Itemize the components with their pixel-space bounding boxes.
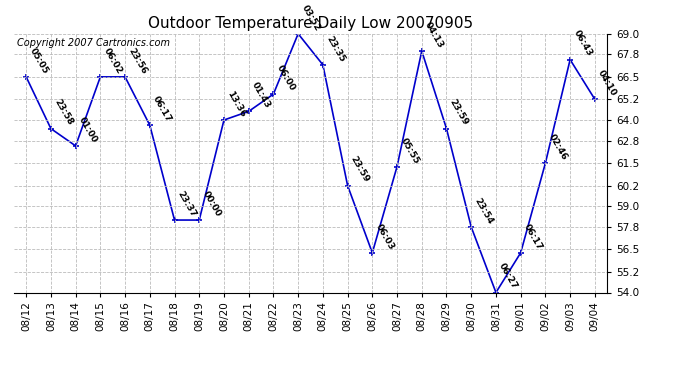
Text: 02:46: 02:46 (546, 132, 569, 162)
Text: 06:02: 06:02 (101, 46, 124, 75)
Text: 06:27: 06:27 (497, 262, 520, 291)
Text: 23:37: 23:37 (176, 189, 198, 219)
Text: 06:17: 06:17 (151, 94, 173, 124)
Text: 06:00: 06:00 (275, 64, 297, 93)
Text: 05:05: 05:05 (28, 46, 50, 75)
Text: 23:59: 23:59 (448, 98, 470, 127)
Text: 23:56: 23:56 (126, 46, 148, 75)
Text: 05:55: 05:55 (398, 136, 420, 165)
Text: 04:13: 04:13 (423, 20, 445, 50)
Text: 03:52: 03:52 (299, 3, 322, 32)
Text: 06:03: 06:03 (374, 222, 395, 251)
Text: 23:35: 23:35 (324, 34, 346, 63)
Text: 13:36: 13:36 (226, 89, 248, 118)
Text: 23:54: 23:54 (473, 196, 495, 225)
Text: 06:17: 06:17 (522, 222, 544, 251)
Text: 23:59: 23:59 (349, 155, 371, 184)
Text: 04:10: 04:10 (596, 69, 618, 98)
Text: 06:43: 06:43 (571, 29, 593, 58)
Text: 01:00: 01:00 (77, 116, 99, 144)
Text: 01:43: 01:43 (250, 81, 272, 110)
Title: Outdoor Temperature Daily Low 20070905: Outdoor Temperature Daily Low 20070905 (148, 16, 473, 31)
Text: 00:00: 00:00 (201, 190, 222, 219)
Text: Copyright 2007 Cartronics.com: Copyright 2007 Cartronics.com (17, 38, 170, 48)
Text: 23:58: 23:58 (52, 98, 75, 127)
